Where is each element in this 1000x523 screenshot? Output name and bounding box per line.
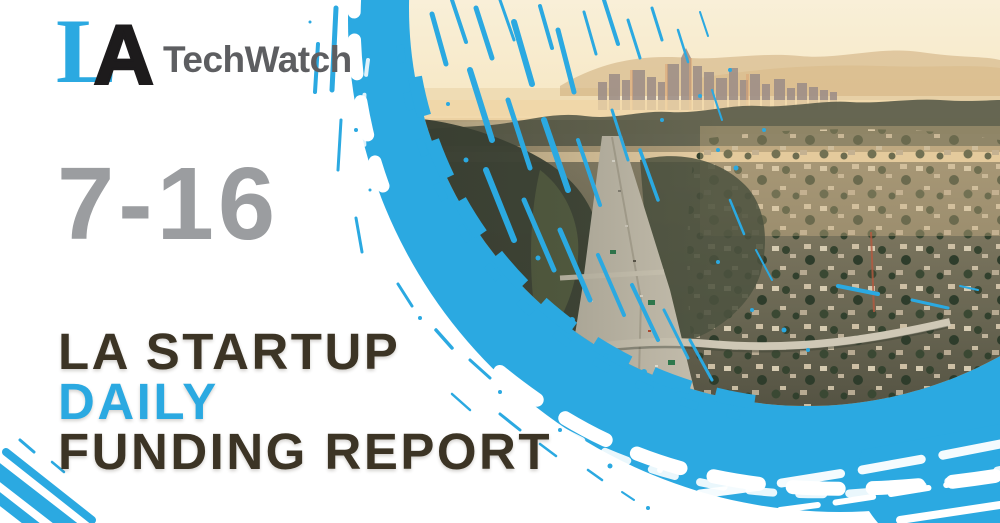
outer-splatter-dots — [308, 20, 650, 510]
suburb-hillside — [687, 129, 1000, 406]
skyline-highlights — [630, 58, 749, 110]
outer-splatter — [313, 5, 635, 501]
corner-brush-stroke — [0, 438, 96, 523]
hero-photo — [409, 0, 1000, 406]
ring-inner-rough-edge — [396, 44, 773, 420]
paint-drips — [429, 0, 979, 382]
paint-specks — [446, 68, 810, 393]
ring-white-streaks — [347, 0, 1000, 523]
